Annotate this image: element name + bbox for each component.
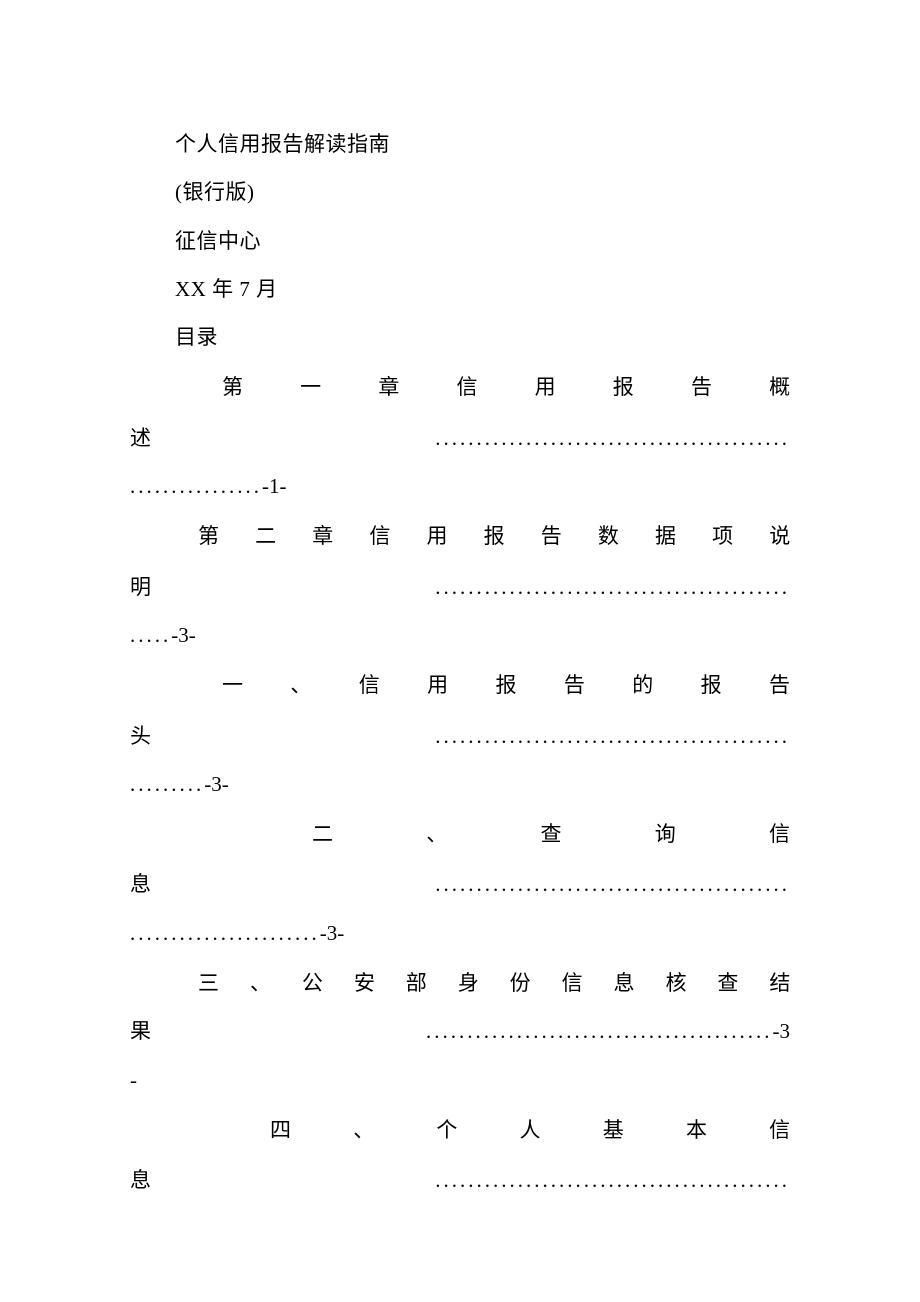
toc-page-number: -3-: [204, 772, 229, 796]
toc-entry-line2: 明 ......................................…: [130, 563, 790, 611]
toc-page-number: -3: [773, 1019, 791, 1043]
document-title: 个人信用报告解读指南: [130, 120, 790, 168]
toc-dots: .........: [130, 772, 204, 796]
toc-container: 第 一 章 信 用 报 告 概述 .......................…: [130, 363, 790, 1204]
toc-entry-line2: 头 ......................................…: [130, 712, 790, 760]
toc-entry-line1: 三 、 公 安 部 身 份 信 息 核 查 结: [130, 959, 790, 1007]
toc-page-number: -3-: [171, 623, 196, 647]
toc-entry-line4: -: [130, 1056, 790, 1104]
toc-entry-line2: 述 ......................................…: [130, 414, 790, 462]
toc-entry-line3: .........-3-: [130, 760, 790, 808]
toc-entry-line3: ................-1-: [130, 462, 790, 510]
document-publisher: 征信中心: [130, 217, 790, 265]
document-edition: (银行版): [130, 168, 790, 216]
toc-dots: ........................................…: [435, 872, 790, 896]
toc-dots: .....: [130, 623, 171, 647]
toc-dots: ........................................…: [435, 426, 790, 450]
toc-dots: ........................................…: [435, 1168, 790, 1192]
toc-heading: 目录: [130, 313, 790, 361]
toc-entry-line3: .....-3-: [130, 611, 790, 659]
toc-entry-line1: 第 二 章 信 用 报 告 数 据 项 说: [130, 512, 790, 560]
toc-entry-line2: 息 ......................................…: [130, 1156, 790, 1204]
toc-page-number: -3-: [320, 921, 345, 945]
toc-dots: .......................: [130, 921, 320, 945]
toc-dots: ........................................…: [435, 575, 790, 599]
document-date: XX 年 7 月: [130, 265, 790, 313]
toc-entry-line1: 一 、 信 用 报 告 的 报 告: [130, 661, 790, 709]
toc-entry-line2: 息 ......................................…: [130, 860, 790, 908]
toc-entry-line3: .......................-3-: [130, 909, 790, 957]
toc-dots: ................: [130, 474, 262, 498]
toc-dots: ........................................…: [435, 724, 790, 748]
toc-entry-line1: 二 、 查 询 信: [130, 810, 790, 858]
toc-page-number: -1-: [262, 474, 287, 498]
toc-entry-line1: 四 、 个 人 基 本 信: [130, 1106, 790, 1154]
toc-entry-line1: 第 一 章 信 用 报 告 概: [130, 363, 790, 411]
toc-entry-line2: 果 ......................................…: [130, 1007, 790, 1055]
